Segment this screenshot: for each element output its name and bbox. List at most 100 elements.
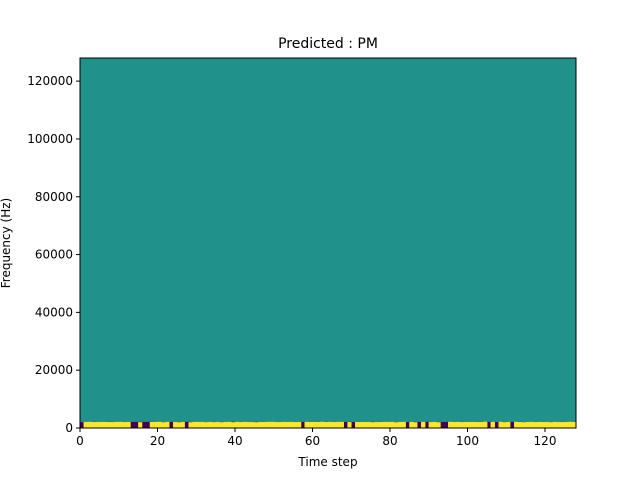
- heatmap-cell-high: [370, 422, 375, 429]
- heatmap-cell-low: [343, 421, 348, 429]
- heatmap-cell-high: [490, 421, 495, 428]
- heatmap-cell-high: [409, 421, 414, 429]
- x-tick-label: 100: [456, 434, 479, 448]
- heatmap-cell-high: [413, 422, 418, 429]
- heatmap-cell-high: [359, 421, 364, 429]
- heatmap-cell-high: [517, 422, 523, 429]
- heatmap-cell-high: [180, 421, 185, 428]
- heatmap-cell-low: [486, 421, 492, 428]
- heatmap-cell-high: [269, 421, 275, 428]
- heatmap-cell-high: [483, 421, 488, 428]
- heatmap-cell-high: [390, 421, 395, 428]
- y-tick-label: 20000: [35, 363, 73, 377]
- heatmap-cell-high: [436, 422, 441, 429]
- heatmap-cells: [80, 58, 577, 429]
- heatmap-cell-high: [463, 422, 468, 429]
- y-tick-label: 80000: [35, 190, 73, 204]
- heatmap-cell-low: [424, 421, 430, 428]
- heatmap-background: [80, 58, 576, 428]
- heatmap-cell-high: [506, 421, 511, 428]
- heatmap-cell-high: [382, 421, 387, 428]
- heatmap-cell-high: [122, 422, 127, 429]
- y-axis-label: Frequency (Hz): [0, 198, 13, 289]
- heatmap-cell-high: [281, 421, 286, 428]
- heatmap-cell-high: [312, 421, 317, 428]
- heatmap-cell-low: [494, 422, 499, 429]
- heatmap-cell-high: [196, 421, 201, 428]
- heatmap-cell-high: [541, 422, 546, 429]
- heatmap-cell-high: [107, 422, 112, 429]
- heatmap-cell-low: [510, 421, 515, 428]
- heatmap-cell-high: [277, 422, 282, 429]
- heatmap-cell-high: [525, 421, 530, 429]
- heatmap-cell-high: [242, 421, 247, 428]
- heatmap-cell-high: [173, 421, 178, 429]
- heatmap-cell-high: [455, 421, 461, 428]
- heatmap-cell-high: [421, 421, 426, 428]
- heatmap-cell-high: [521, 422, 526, 429]
- heatmap-cell-high: [161, 422, 166, 429]
- heatmap-cell-high: [475, 422, 480, 429]
- heatmap-cell-low: [145, 421, 151, 428]
- heatmap-cell-high: [95, 422, 100, 429]
- heatmap-cell-high: [386, 421, 391, 429]
- heatmap-cell-low: [169, 421, 174, 429]
- heatmap-cell-high: [308, 421, 313, 429]
- heatmap-cell-high: [479, 421, 484, 429]
- heatmap-cell-high: [514, 421, 519, 428]
- heatmap-cell-high: [250, 422, 255, 429]
- heatmap-cell-low: [300, 421, 306, 428]
- heatmap-cell-high: [432, 421, 437, 429]
- heatmap-cell-high: [111, 422, 116, 429]
- heatmap-cell-high: [219, 422, 224, 429]
- heatmap-cell-high: [211, 422, 216, 429]
- heatmap-cell-high: [378, 422, 383, 429]
- x-tick-label: 80: [382, 434, 397, 448]
- heatmap-cell-high: [529, 421, 534, 429]
- heatmap-cell-high: [235, 421, 240, 428]
- heatmap-cell-high: [347, 422, 352, 429]
- heatmap-cell-high: [452, 422, 457, 429]
- heatmap-cell-high: [103, 421, 108, 428]
- y-tick-label: 60000: [35, 248, 73, 262]
- heatmap-cell-high: [231, 422, 236, 429]
- heatmap-cell-high: [266, 421, 271, 428]
- heatmap-cell-high: [552, 421, 557, 428]
- heatmap-cell-high: [320, 421, 325, 428]
- heatmap-cell-high: [560, 422, 565, 429]
- heatmap-cell-high: [537, 421, 542, 428]
- y-tick-label: 40000: [35, 305, 73, 319]
- heatmap-cell-high: [366, 421, 371, 428]
- heatmap-cell-high: [401, 421, 406, 428]
- heatmap-cell-high: [556, 422, 561, 429]
- heatmap-cell-high: [227, 421, 232, 428]
- heatmap-cell-high: [99, 421, 104, 428]
- heatmap-cell-high: [114, 421, 120, 428]
- heatmap-cell-high: [297, 421, 302, 428]
- heatmap-cell-high: [533, 422, 538, 429]
- heatmap-cell-high: [324, 421, 329, 429]
- heatmap-cell-high: [459, 422, 464, 429]
- heatmap-cell-high: [246, 421, 251, 428]
- heatmap-cell-low: [130, 421, 135, 429]
- heatmap-cell-high: [262, 421, 267, 429]
- heatmap-cell-high: [176, 422, 182, 429]
- heatmap-cell-high: [153, 421, 158, 428]
- heatmap-cell-high: [572, 421, 577, 428]
- heatmap-cell-low: [351, 422, 356, 429]
- heatmap-cell-high: [471, 422, 476, 429]
- x-tick-label: 120: [534, 434, 557, 448]
- heatmap-cell-high: [502, 422, 507, 429]
- heatmap-cell-high: [331, 422, 337, 429]
- heatmap-cell-high: [204, 422, 209, 429]
- heatmap-cell-high: [157, 421, 162, 428]
- heatmap-cell-low: [417, 421, 422, 429]
- heatmap-cell-high: [339, 421, 344, 428]
- heatmap-cell-high: [238, 422, 244, 429]
- heatmap-cell-high: [355, 421, 360, 429]
- heatmap-cell-high: [258, 421, 263, 429]
- heatmap-cell-high: [118, 421, 123, 428]
- heatmap-cell-high: [289, 421, 294, 428]
